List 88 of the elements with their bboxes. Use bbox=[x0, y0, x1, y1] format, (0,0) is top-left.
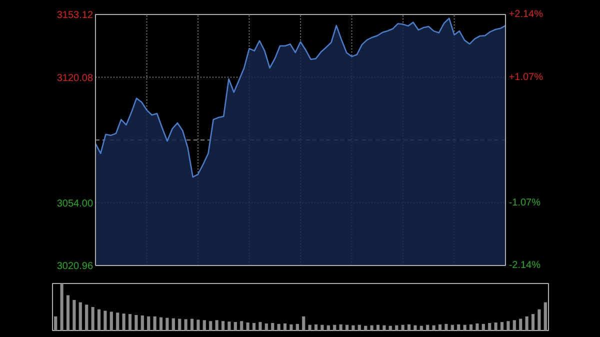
bar bbox=[414, 325, 417, 330]
bar bbox=[246, 322, 250, 330]
bar bbox=[184, 319, 188, 330]
bar bbox=[333, 324, 336, 330]
bar bbox=[196, 320, 200, 330]
bar bbox=[302, 316, 306, 330]
bar bbox=[352, 325, 355, 330]
bar bbox=[240, 321, 244, 330]
bar bbox=[153, 316, 156, 330]
bar bbox=[358, 324, 361, 330]
y-tick-label: 3120.08 bbox=[56, 72, 94, 84]
bar bbox=[388, 326, 392, 330]
bar bbox=[382, 325, 386, 330]
bar bbox=[370, 325, 374, 330]
bar bbox=[283, 323, 287, 330]
bar bbox=[264, 323, 268, 330]
bar bbox=[54, 316, 58, 330]
bar bbox=[190, 318, 194, 330]
bar bbox=[444, 324, 448, 330]
bar bbox=[116, 312, 120, 330]
bar bbox=[159, 317, 163, 330]
bar bbox=[544, 302, 547, 330]
bar bbox=[314, 324, 318, 330]
bar bbox=[420, 326, 423, 330]
bar bbox=[438, 324, 442, 330]
bar bbox=[221, 321, 225, 330]
bar bbox=[538, 309, 541, 330]
bar bbox=[78, 302, 82, 330]
bar bbox=[506, 321, 510, 330]
bar bbox=[178, 318, 182, 330]
bar bbox=[457, 324, 460, 330]
bar bbox=[494, 322, 498, 330]
bar bbox=[395, 325, 398, 330]
y-tick-label: 3054.00 bbox=[56, 198, 94, 210]
bar bbox=[407, 324, 411, 330]
bar bbox=[228, 322, 231, 330]
bar bbox=[134, 314, 138, 330]
bar bbox=[512, 320, 516, 330]
y-tick-label: 3153.12 bbox=[56, 10, 94, 21]
bar bbox=[166, 318, 169, 330]
bar bbox=[140, 315, 144, 330]
bar bbox=[172, 318, 175, 330]
bar bbox=[320, 324, 324, 330]
bar bbox=[290, 324, 293, 330]
bar bbox=[376, 324, 380, 330]
bar bbox=[326, 325, 330, 330]
bar bbox=[476, 323, 479, 330]
y-tick-label: 3020.96 bbox=[56, 261, 94, 272]
bar bbox=[364, 326, 368, 330]
bar bbox=[339, 324, 342, 330]
bar bbox=[128, 314, 132, 330]
bar bbox=[147, 316, 150, 330]
bar bbox=[85, 304, 88, 330]
bar bbox=[308, 324, 312, 330]
bar bbox=[258, 322, 262, 330]
bar bbox=[72, 300, 76, 330]
y2-tick-label: -2.14% bbox=[508, 260, 541, 271]
bar bbox=[519, 318, 522, 330]
bar bbox=[66, 295, 70, 330]
bar bbox=[531, 314, 535, 330]
bar bbox=[426, 324, 430, 330]
bar bbox=[450, 324, 454, 330]
bar bbox=[401, 324, 404, 330]
bar bbox=[469, 324, 473, 330]
bar bbox=[463, 324, 466, 330]
bar bbox=[277, 324, 280, 330]
bar bbox=[110, 312, 113, 330]
bar bbox=[482, 324, 485, 330]
bar bbox=[215, 320, 218, 330]
bar bbox=[60, 284, 64, 330]
bar bbox=[345, 324, 349, 330]
bar bbox=[104, 310, 107, 330]
bar bbox=[271, 322, 274, 330]
bar bbox=[252, 322, 256, 330]
y2-tick-label: +2.14% bbox=[508, 9, 544, 20]
bar bbox=[234, 322, 237, 330]
bar bbox=[91, 307, 94, 330]
y2-tick-label: -1.07% bbox=[508, 197, 541, 208]
bar bbox=[202, 320, 206, 330]
bar bbox=[209, 321, 212, 330]
bar bbox=[525, 316, 528, 330]
bar bbox=[432, 325, 436, 330]
y2-tick-label: +1.07% bbox=[508, 72, 544, 83]
bar bbox=[488, 322, 492, 330]
bar bbox=[97, 309, 101, 330]
bar bbox=[122, 314, 126, 330]
bar bbox=[500, 322, 504, 330]
bar bbox=[296, 324, 299, 330]
